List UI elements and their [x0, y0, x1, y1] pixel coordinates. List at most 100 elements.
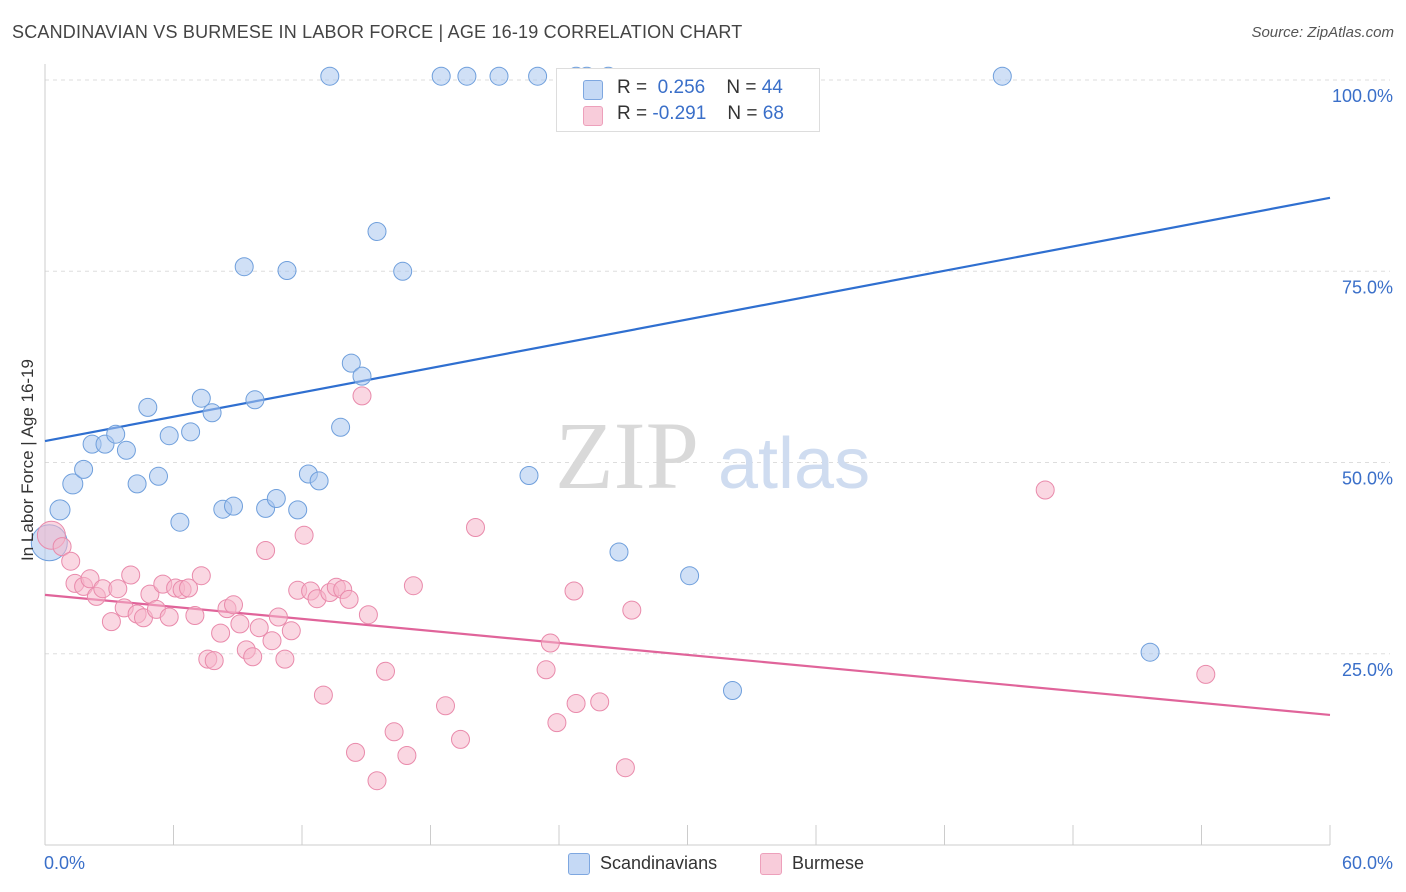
bottom-legend-label: Scandinavians	[600, 853, 718, 873]
legend-r-value: 0.256	[657, 77, 706, 98]
data-point-scandinavians	[723, 681, 742, 700]
data-point-burmese	[275, 649, 295, 669]
chart-title: SCANDINAVIAN VS BURMESE IN LABOR FORCE |…	[12, 22, 743, 42]
data-point-burmese	[211, 623, 231, 643]
series-burmese	[36, 386, 1216, 791]
watermark-atlas: atlas	[718, 424, 870, 504]
data-point-scandinavians	[528, 66, 548, 86]
series-scandinavians	[30, 66, 1160, 700]
data-point-burmese	[376, 661, 395, 681]
trend-line-burmese	[44, 593, 1331, 717]
legend-r-value: -0.291	[652, 103, 707, 124]
data-point-burmese	[80, 569, 100, 589]
data-point-scandinavians	[331, 417, 351, 437]
data-point-burmese	[268, 607, 288, 627]
data-point-burmese	[101, 612, 121, 632]
y-tick-label: 25.0%	[1342, 660, 1393, 680]
legend-r-label: R =	[617, 103, 648, 124]
data-point-burmese	[547, 713, 567, 733]
data-point-burmese	[436, 696, 455, 716]
data-point-burmese	[108, 579, 128, 599]
data-point-burmese	[224, 595, 243, 615]
data-point-burmese	[61, 551, 81, 571]
legend-swatch-burmese	[583, 106, 603, 126]
data-point-scandinavians	[49, 499, 71, 521]
data-point-burmese	[256, 541, 276, 560]
legend-n-label: N =	[727, 103, 758, 124]
legend-n-label: N =	[726, 77, 757, 98]
data-point-burmese	[346, 742, 365, 762]
legend-swatch-scandinavians	[583, 80, 603, 100]
y-axis-label: In Labor Force | Age 16-19	[18, 359, 37, 561]
watermark: ZIP atlas	[555, 402, 870, 509]
data-point-burmese	[204, 651, 224, 671]
data-point-burmese	[540, 633, 560, 653]
data-point-scandinavians	[266, 489, 286, 508]
data-point-scandinavians	[149, 466, 168, 486]
legend-text: R = -0.291 N = 68	[617, 103, 784, 125]
tick-labels: 25.0% 50.0% 75.0% 100.0% 0.0% 60.0%	[44, 86, 1393, 873]
data-point-scandinavians	[202, 403, 222, 423]
data-point-burmese	[191, 566, 211, 586]
data-point-scandinavians	[431, 66, 451, 86]
data-point-burmese	[451, 729, 470, 749]
x-tick-label-max: 60.0%	[1342, 853, 1393, 873]
y-tick-label: 100.0%	[1332, 86, 1393, 106]
data-point-burmese	[358, 605, 378, 625]
data-point-scandinavians	[138, 397, 158, 417]
data-point-burmese	[384, 722, 404, 742]
data-point-burmese	[590, 692, 610, 712]
data-point-burmese	[52, 537, 72, 557]
legend-n-value: 44	[761, 77, 783, 98]
y-tick-label: 50.0%	[1342, 469, 1393, 489]
data-point-burmese	[466, 518, 485, 537]
data-point-burmese	[281, 621, 301, 641]
data-point-burmese	[367, 771, 387, 791]
data-point-scandinavians	[309, 471, 329, 491]
data-point-burmese	[159, 607, 179, 627]
data-point-burmese	[339, 589, 359, 609]
data-point-burmese	[1035, 480, 1055, 500]
data-point-scandinavians	[234, 257, 254, 277]
grid-lines	[45, 79, 1390, 655]
data-point-scandinavians	[127, 474, 147, 494]
data-point-scandinavians	[519, 466, 539, 485]
data-point-scandinavians	[191, 388, 211, 408]
data-point-burmese	[294, 525, 314, 545]
data-point-scandinavians	[489, 66, 509, 86]
data-point-scandinavians	[170, 512, 190, 532]
data-point-burmese	[262, 631, 282, 651]
data-point-scandinavians	[341, 353, 361, 373]
data-point-burmese	[615, 758, 635, 778]
data-point-scandinavians	[181, 422, 201, 442]
data-point-scandinavians	[457, 66, 477, 86]
data-point-burmese	[313, 685, 333, 705]
data-point-burmese	[230, 614, 250, 634]
bottom-legend-swatch-burmese	[760, 853, 782, 875]
data-point-scandinavians	[609, 542, 629, 562]
data-point-burmese	[352, 386, 372, 406]
source-label: Source: ZipAtlas.com	[1251, 24, 1394, 41]
data-point-scandinavians	[680, 566, 700, 586]
data-point-burmese	[397, 746, 417, 765]
data-point-burmese	[403, 576, 423, 596]
data-point-scandinavians	[74, 459, 94, 479]
data-point-scandinavians	[224, 496, 243, 516]
data-point-burmese	[243, 647, 263, 667]
data-point-scandinavians	[393, 261, 413, 281]
data-point-scandinavians	[159, 426, 179, 446]
bottom-legend-swatch-scandinavians	[568, 853, 590, 875]
data-point-burmese	[622, 600, 642, 620]
data-point-burmese	[249, 618, 269, 638]
data-point-scandinavians	[320, 66, 340, 86]
data-point-scandinavians	[288, 500, 308, 520]
data-point-scandinavians	[62, 473, 84, 495]
data-point-scandinavians	[992, 66, 1012, 86]
correlation-legend: R = 0.256 N = 44 R = -0.291 N = 68	[556, 68, 820, 132]
legend-n-value: 68	[762, 103, 784, 124]
data-point-burmese	[1196, 664, 1216, 684]
data-point-burmese	[564, 581, 584, 601]
data-point-burmese	[536, 660, 556, 680]
data-point-scandinavians	[245, 390, 265, 410]
